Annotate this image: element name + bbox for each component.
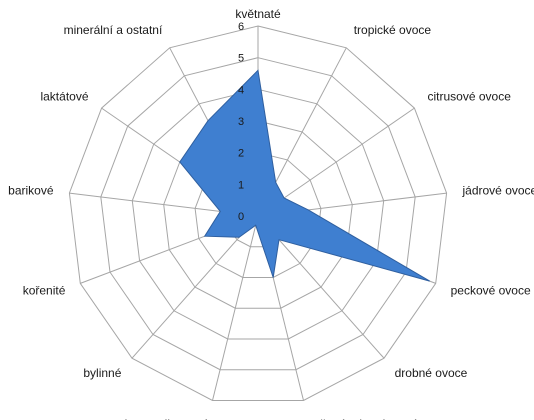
category-label: barikové bbox=[8, 184, 54, 198]
category-label: jádrové ovoce bbox=[462, 184, 534, 198]
grid-rings bbox=[68, 25, 448, 401]
grid-ring-4 bbox=[131, 88, 385, 340]
tick-label: 2 bbox=[238, 148, 244, 160]
tick-label: 0 bbox=[238, 211, 244, 223]
category-label: tropické ovoce bbox=[354, 23, 432, 37]
grid-ring-5 bbox=[100, 57, 416, 371]
category-label: citrusové ovoce bbox=[428, 90, 512, 104]
category-label: peckové ovoce bbox=[451, 284, 531, 298]
category-label: květnaté bbox=[235, 7, 281, 21]
category-label: kořenité bbox=[23, 284, 66, 298]
tick-label: 3 bbox=[238, 116, 244, 128]
tick-label: 1 bbox=[238, 179, 244, 191]
category-label: sušené a kandované ovoce bbox=[307, 417, 453, 420]
category-label: bylinné bbox=[83, 366, 121, 380]
grid-ring-3 bbox=[163, 120, 353, 309]
tick-label: 4 bbox=[238, 84, 244, 96]
series-area-0 bbox=[179, 69, 430, 282]
grid-spoke bbox=[212, 215, 259, 401]
grid-spoke bbox=[131, 215, 259, 359]
series-layer bbox=[179, 69, 430, 282]
tick-label: 6 bbox=[238, 21, 244, 33]
category-label: laktátové bbox=[40, 90, 88, 104]
category-label: karamelizované bbox=[125, 417, 209, 420]
category-labels: květnaté tropické ovoce citrusové ovoce jád… bbox=[8, 7, 534, 420]
category-label: drobné ovoce bbox=[395, 366, 468, 380]
tick-label: 5 bbox=[238, 53, 244, 65]
category-label: minerální a ostatní bbox=[64, 23, 163, 37]
radial-tick-labels: 0 1 2 3 4 5 6 bbox=[238, 21, 244, 223]
grid-ring-6 bbox=[68, 25, 448, 401]
